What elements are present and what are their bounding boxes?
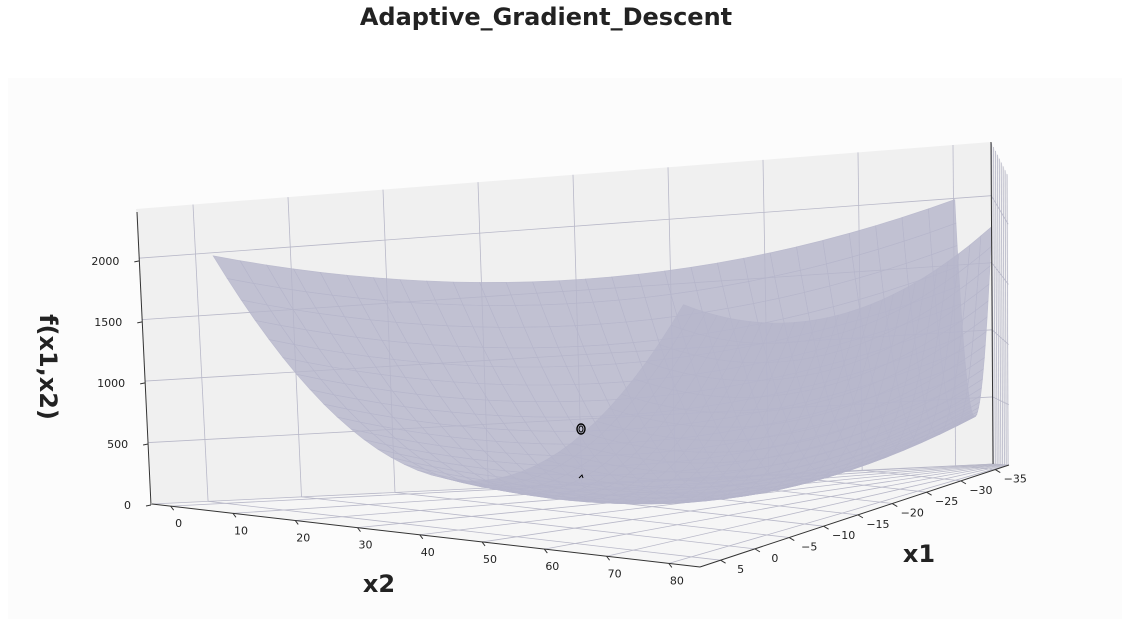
surface-patch (717, 257, 749, 287)
x2-tick-mark (668, 563, 673, 568)
x1-tick-mark (857, 514, 864, 519)
x1-tick-label: 0 (771, 552, 778, 565)
x2-tick-mark (294, 520, 299, 525)
x2-tick-mark (357, 527, 361, 532)
back-grid-z (991, 262, 1009, 285)
back-grid-z (992, 396, 1009, 406)
x1-tick-mark (789, 537, 795, 541)
x1-axis-line (699, 464, 1010, 568)
x2-tick-mark (170, 505, 175, 511)
z-tick-mark (145, 504, 152, 507)
back-grid-z (992, 463, 1010, 466)
side-grid-z (138, 195, 992, 259)
path-end-marker (578, 474, 584, 479)
x1-tick-label: −5 (801, 541, 817, 554)
x1-tick-mark (720, 559, 726, 564)
x1-tick-label: −25 (935, 495, 958, 508)
x2-tick-label: 50 (483, 553, 497, 566)
x1-tick-mark (960, 480, 967, 485)
z-tick-label: 1000 (97, 377, 125, 390)
optimizer-path (576, 423, 586, 479)
path-start-marker (576, 423, 586, 435)
floor-grid-x1 (394, 492, 790, 538)
z-tick-label: 1500 (94, 316, 122, 329)
z-tick-label: 2000 (91, 255, 119, 268)
x2-tick-mark (606, 555, 610, 561)
x1-tick-mark (892, 503, 898, 507)
x1-axis-label: x1 (903, 540, 935, 568)
floor-grid-x2 (544, 464, 1005, 550)
z-axis-label: f(x1,x2) (34, 314, 62, 420)
z-tick-label: 500 (107, 438, 128, 451)
x2-tick-label: 30 (359, 539, 373, 552)
floor-grid-x1 (208, 500, 721, 561)
back-grid-z (990, 195, 1009, 225)
x2-tick-label: 60 (545, 560, 559, 573)
floor-grid-x2 (668, 464, 1009, 564)
floor-grid-x1 (301, 496, 755, 550)
z-tick-mark (137, 321, 143, 324)
x2-tick-mark (232, 513, 237, 518)
x1-tick-mark (754, 548, 761, 553)
floor-grid-x2 (481, 464, 1003, 543)
floor-grid-x2 (606, 464, 1007, 557)
x2-tick-label: 70 (608, 567, 622, 580)
x1-tick-label: −30 (969, 484, 992, 497)
x2-tick-mark (481, 541, 486, 547)
x1-tick-label: −20 (901, 507, 924, 520)
x2-tick-label: 40 (421, 546, 435, 559)
x1-tick-mark (823, 525, 829, 530)
back-grid-z (991, 329, 1009, 345)
z-tick-mark (142, 443, 149, 446)
surface (212, 199, 993, 505)
surface-patch (670, 304, 696, 330)
floor-grid-x1 (862, 469, 961, 482)
floor-grid-x1 (955, 465, 996, 470)
z-tick-mark (134, 260, 140, 263)
z-tick-label: 0 (124, 499, 131, 512)
chart-title: Adaptive_Gradient_Descent (360, 3, 732, 31)
x1-tick-mark (926, 491, 932, 496)
tick-labels: 0102030405060708050−5−10−15−20−25−30−350… (91, 255, 1027, 588)
x1-tick-label: −15 (866, 518, 889, 531)
x2-axis-line (151, 503, 701, 568)
path-start-inner (578, 425, 584, 433)
x2-tick-label: 80 (670, 574, 684, 587)
x2-tick-label: 20 (296, 531, 310, 544)
x2-tick-label: 0 (175, 517, 182, 530)
x1-tick-label: −35 (1004, 473, 1027, 486)
x1-tick-label: −10 (832, 529, 855, 542)
x2-tick-mark (419, 534, 424, 540)
x2-tick-mark (543, 548, 548, 554)
x2-tick-label: 10 (234, 524, 248, 537)
x2-axis-label: x2 (363, 570, 395, 598)
x1-tick-label: 5 (737, 563, 744, 576)
z-tick-mark (140, 382, 146, 385)
x1-tick-mark (995, 469, 1001, 473)
z-axis-line-back (990, 141, 994, 465)
